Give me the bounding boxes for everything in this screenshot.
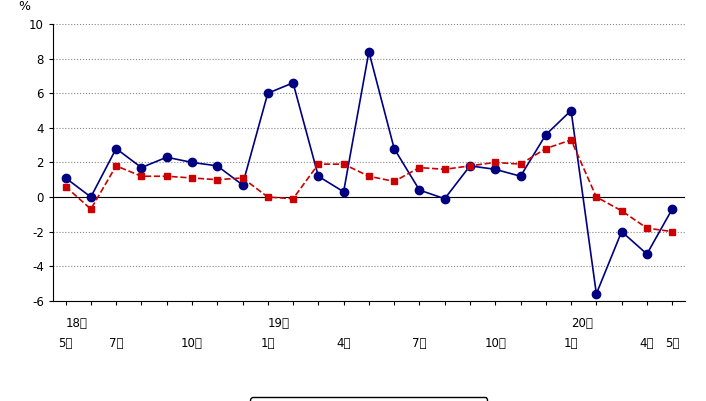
Text: 10月: 10月 xyxy=(181,337,203,350)
Text: 4月: 4月 xyxy=(336,337,351,350)
Text: 20年: 20年 xyxy=(571,317,593,330)
Text: 7月: 7月 xyxy=(109,337,124,350)
Text: %: % xyxy=(18,0,30,13)
Text: 5月: 5月 xyxy=(665,337,679,350)
Text: 5月: 5月 xyxy=(59,337,73,350)
Text: 1月: 1月 xyxy=(564,337,578,350)
Text: 4月: 4月 xyxy=(640,337,654,350)
Text: 7月: 7月 xyxy=(412,337,426,350)
Text: 10月: 10月 xyxy=(484,337,506,350)
Text: 1月: 1月 xyxy=(261,337,275,350)
Legend: 現金給与総額(名目), きまって支給する給与: 現金給与総額(名目), きまって支給する給与 xyxy=(251,397,487,401)
Text: 18年: 18年 xyxy=(66,317,88,330)
Text: 19年: 19年 xyxy=(268,317,289,330)
